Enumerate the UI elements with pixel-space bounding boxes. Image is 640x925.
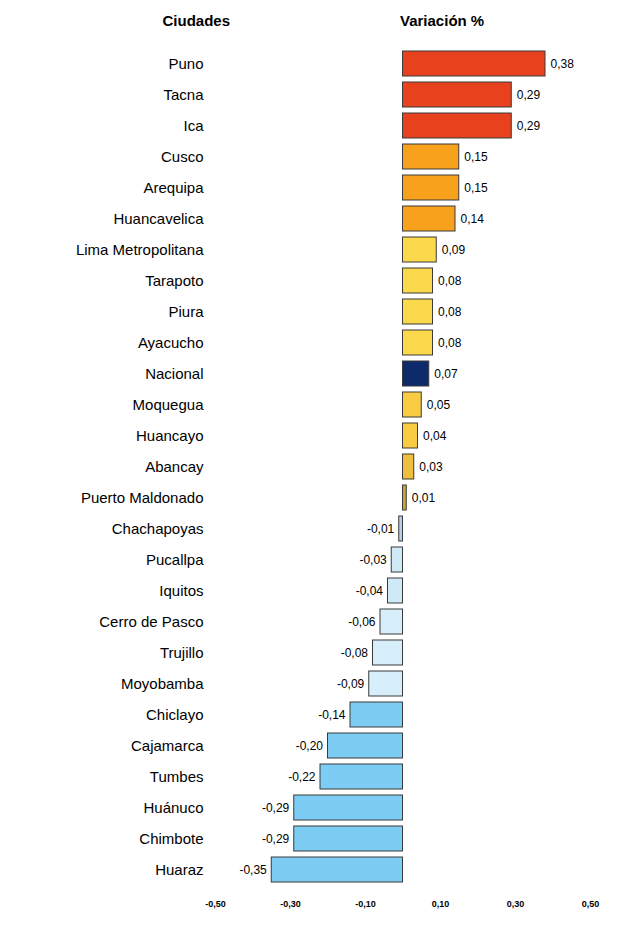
svg-text:0,14: 0,14 — [461, 212, 485, 226]
svg-text:Nacional: Nacional — [145, 365, 203, 382]
svg-text:-0,10: -0,10 — [355, 899, 376, 909]
svg-text:Pucallpa: Pucallpa — [146, 551, 204, 568]
svg-text:-0,29: -0,29 — [262, 832, 290, 846]
svg-text:Cajamarca: Cajamarca — [131, 737, 204, 754]
svg-text:-0,09: -0,09 — [337, 677, 365, 691]
svg-text:-0,14: -0,14 — [318, 708, 346, 722]
svg-text:Chachapoyas: Chachapoyas — [112, 520, 204, 537]
svg-text:0,10: 0,10 — [432, 899, 450, 909]
svg-text:-0,29: -0,29 — [262, 801, 290, 815]
svg-text:Moyobamba: Moyobamba — [121, 675, 204, 692]
svg-text:0,07: 0,07 — [434, 367, 458, 381]
svg-text:Ica: Ica — [183, 117, 204, 134]
svg-text:-0,50: -0,50 — [205, 899, 226, 909]
svg-text:Huaraz: Huaraz — [155, 861, 203, 878]
svg-text:0,15: 0,15 — [464, 181, 488, 195]
svg-text:Huánuco: Huánuco — [143, 799, 203, 816]
svg-text:Tumbes: Tumbes — [150, 768, 204, 785]
svg-text:Trujillo: Trujillo — [160, 644, 204, 661]
svg-text:-0,04: -0,04 — [356, 584, 384, 598]
svg-text:Cerro de Pasco: Cerro de Pasco — [99, 613, 203, 630]
svg-text:0,08: 0,08 — [438, 274, 462, 288]
svg-text:-0,20: -0,20 — [296, 739, 324, 753]
svg-text:0,30: 0,30 — [507, 899, 525, 909]
svg-text:Huancayo: Huancayo — [136, 427, 204, 444]
svg-text:Chiclayo: Chiclayo — [146, 706, 204, 723]
svg-text:0,01: 0,01 — [412, 491, 436, 505]
svg-text:-0,01: -0,01 — [367, 522, 395, 536]
svg-text:-0,08: -0,08 — [341, 646, 369, 660]
svg-text:0,15: 0,15 — [464, 150, 488, 164]
svg-text:-0,03: -0,03 — [359, 553, 387, 567]
svg-text:Chimbote: Chimbote — [139, 830, 203, 847]
svg-text:Tacna: Tacna — [163, 86, 204, 103]
svg-text:Moquegua: Moquegua — [133, 396, 205, 413]
html-text:Ciudades: Ciudades — [162, 12, 230, 29]
html-text:Variación %: Variación % — [400, 12, 485, 29]
svg-text:Puno: Puno — [168, 55, 203, 72]
svg-text:0,29: 0,29 — [517, 119, 541, 133]
svg-text:Puerto Maldonado: Puerto Maldonado — [81, 489, 204, 506]
svg-text:0,38: 0,38 — [551, 57, 575, 71]
svg-text:-0,22: -0,22 — [288, 770, 316, 784]
svg-text:0,08: 0,08 — [438, 336, 462, 350]
svg-text:Abancay: Abancay — [145, 458, 204, 475]
svg-text:Cusco: Cusco — [161, 148, 204, 165]
svg-text:Huancavelica: Huancavelica — [113, 210, 204, 227]
svg-text:Piura: Piura — [168, 303, 204, 320]
svg-text:Lima Metropolitana: Lima Metropolitana — [76, 241, 204, 258]
svg-text:0,50: 0,50 — [582, 899, 600, 909]
svg-text:0,09: 0,09 — [442, 243, 466, 257]
svg-text:-0,30: -0,30 — [280, 899, 301, 909]
svg-text:0,08: 0,08 — [438, 305, 462, 319]
svg-text:-0,06: -0,06 — [348, 615, 376, 629]
svg-text:Arequipa: Arequipa — [143, 179, 204, 196]
svg-text:0,03: 0,03 — [419, 460, 443, 474]
svg-text:0,04: 0,04 — [423, 429, 447, 443]
svg-text:Iquitos: Iquitos — [159, 582, 203, 599]
svg-text:-0,35: -0,35 — [239, 863, 267, 877]
svg-text:Tarapoto: Tarapoto — [145, 272, 203, 289]
svg-text:Ayacucho: Ayacucho — [138, 334, 204, 351]
svg-text:0,05: 0,05 — [427, 398, 451, 412]
svg-text:0,29: 0,29 — [517, 88, 541, 102]
